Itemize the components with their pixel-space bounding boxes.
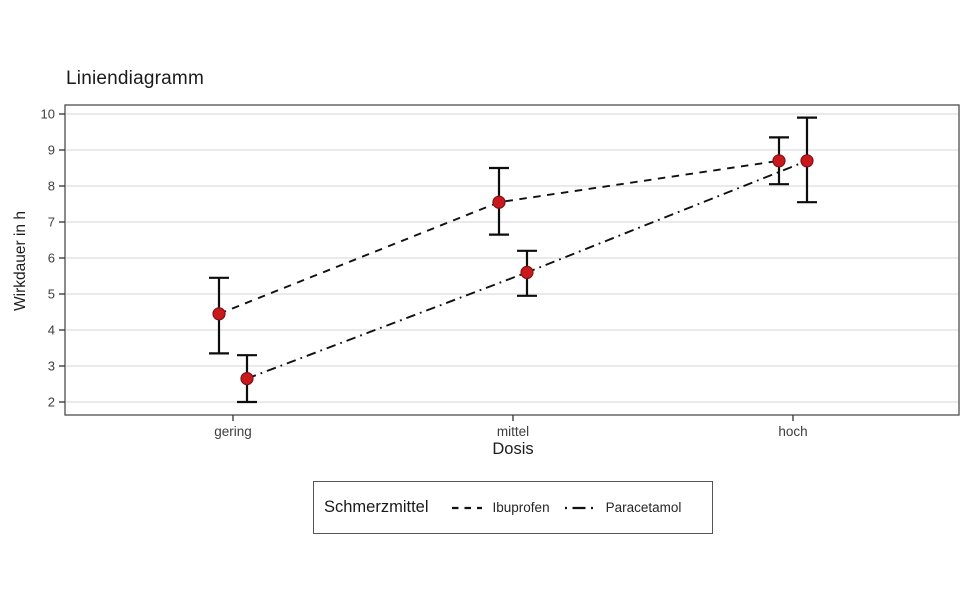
y-tick-label: 2 <box>48 395 55 410</box>
x-tick-label: mittel <box>497 424 529 439</box>
y-tick-label: 4 <box>48 323 55 338</box>
ibuprofen-dashed-line-key-icon <box>451 506 482 509</box>
data-point-paracetamol <box>520 265 534 279</box>
panel-border <box>64 104 960 416</box>
y-tick-label: 8 <box>48 179 55 194</box>
y-tick-label: 9 <box>48 143 55 158</box>
legend-label-paracetamol: Paracetamol <box>605 500 682 515</box>
y-tick-label: 7 <box>48 215 55 230</box>
paracetamol-dashdot-line-key-icon <box>564 506 595 509</box>
x-tick-label: hoch <box>778 424 807 439</box>
data-point-paracetamol <box>800 154 814 168</box>
data-point-ibuprofen <box>212 307 226 321</box>
legend-item-ibuprofen: Ibuprofen <box>451 500 550 515</box>
legend-item-paracetamol: Paracetamol <box>564 500 682 515</box>
data-point-ibuprofen <box>772 154 786 168</box>
chart-title: Liniendiagramm <box>66 68 204 89</box>
y-tick-label: 3 <box>48 359 55 374</box>
data-point-ibuprofen <box>492 195 506 209</box>
legend: Schmerzmittel Ibuprofen Paracetamol <box>313 481 713 534</box>
legend-title: Schmerzmittel <box>324 498 429 516</box>
x-tick-label: gering <box>214 424 252 439</box>
y-tick-label: 6 <box>48 251 55 266</box>
plot-area: 2 3 4 5 6 7 8 9 10 gering mittel hoch <box>41 104 960 439</box>
y-tick-label: 10 <box>41 107 55 122</box>
data-point-paracetamol <box>240 372 254 386</box>
x-axis-label: Dosis <box>492 440 534 458</box>
y-tick-label: 5 <box>48 287 55 302</box>
legend-label-ibuprofen: Ibuprofen <box>492 500 550 515</box>
y-axis-label: Wirkdauer in h <box>12 211 29 311</box>
